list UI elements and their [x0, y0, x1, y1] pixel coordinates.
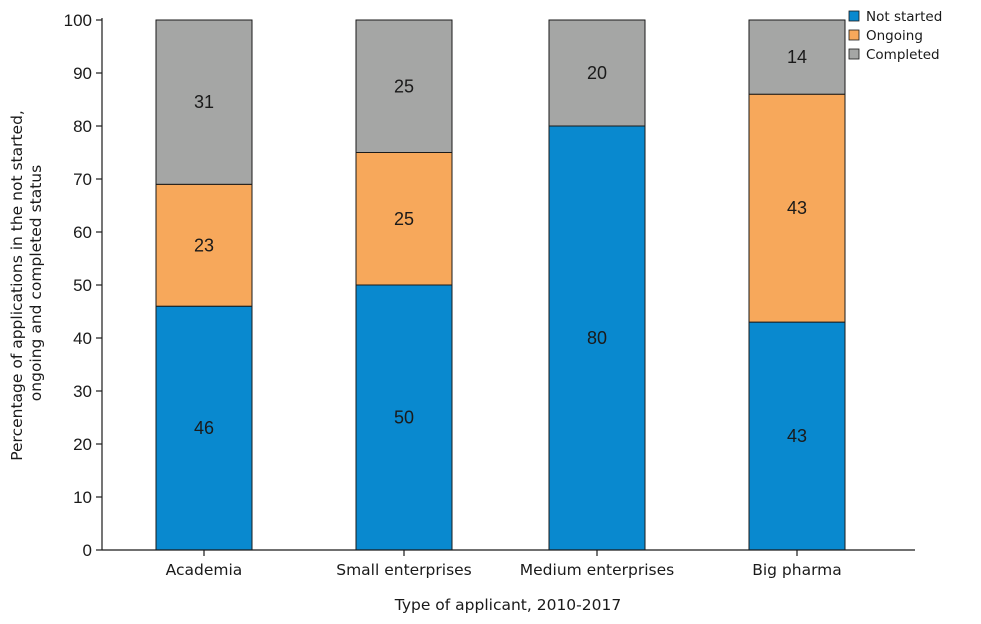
legend-label: Ongoing	[866, 28, 923, 44]
y-axis-title-line-2: ongoing and completed status	[27, 165, 45, 401]
legend-label: Completed	[866, 47, 940, 63]
y-axis-title: Percentage of applications in the not st…	[8, 105, 45, 461]
data-label: 25	[394, 209, 414, 229]
bar-completed-academia	[155, 19, 253, 185]
legend-swatch	[848, 48, 860, 60]
bar-not-started-small-enterprises	[355, 284, 453, 551]
legend: Not started Ongoing Completed	[848, 9, 942, 63]
data-label: 50	[394, 408, 414, 428]
bar-completed-big-pharma	[748, 19, 846, 95]
data-label: 46	[194, 418, 214, 438]
data-label: 31	[194, 92, 214, 112]
y-tick-label: 100	[64, 11, 92, 30]
y-tick-label: 20	[73, 435, 92, 454]
x-axis-title: Type of applicant, 2010-2017	[394, 596, 621, 614]
legend-swatch	[848, 10, 860, 22]
x-ticks-layer: Academia Small enterprises Medium enterpri…	[166, 550, 842, 579]
y-axis-title-line-1: Percentage of applications in the not st…	[8, 110, 26, 461]
data-label: 14	[787, 47, 807, 67]
bar-ongoing-academia	[155, 183, 253, 307]
y-tick-label: 90	[73, 64, 92, 83]
y-ticks-layer: 0 10 20 30 40 50 60 70 80 90 100	[64, 11, 102, 560]
bar-completed-medium-enterprises	[548, 19, 646, 127]
legend-label: Not started	[866, 9, 942, 25]
y-tick-label: 10	[73, 488, 92, 507]
x-tick-label: Big pharma	[752, 561, 842, 579]
x-tick-label: Medium enterprises	[520, 561, 674, 579]
x-tick-label: Academia	[166, 561, 243, 579]
axes-layer	[101, 18, 915, 551]
data-label: 23	[194, 235, 214, 255]
data-label: 43	[787, 198, 807, 218]
data-labels-layer: 46 23 31 50 25 25 80 20 43 43 14	[194, 47, 807, 446]
data-label: 20	[587, 63, 607, 83]
bar-not-started-academia	[155, 305, 253, 551]
data-label: 80	[587, 328, 607, 348]
y-tick-label: 30	[73, 382, 92, 401]
y-tick-label: 40	[73, 329, 92, 348]
y-tick-label: 60	[73, 223, 92, 242]
bar-completed-small-enterprises	[355, 19, 453, 153]
data-label: 43	[787, 426, 807, 446]
x-tick-label: Small enterprises	[336, 561, 472, 579]
y-tick-label: 50	[73, 276, 92, 295]
y-tick-label: 80	[73, 117, 92, 136]
bar-ongoing-small-enterprises	[355, 152, 453, 286]
y-tick-label: 0	[83, 541, 92, 560]
legend-swatch	[848, 29, 860, 41]
y-tick-label: 70	[73, 170, 92, 189]
data-label: 25	[394, 76, 414, 96]
bar-ongoing-big-pharma	[748, 93, 846, 323]
bar-not-started-medium-enterprises	[548, 125, 646, 551]
bars-layer	[155, 19, 846, 551]
